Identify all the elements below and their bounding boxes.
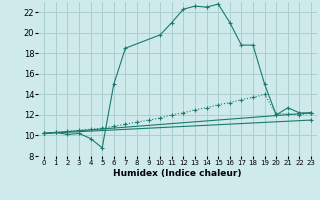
X-axis label: Humidex (Indice chaleur): Humidex (Indice chaleur) [113, 169, 242, 178]
